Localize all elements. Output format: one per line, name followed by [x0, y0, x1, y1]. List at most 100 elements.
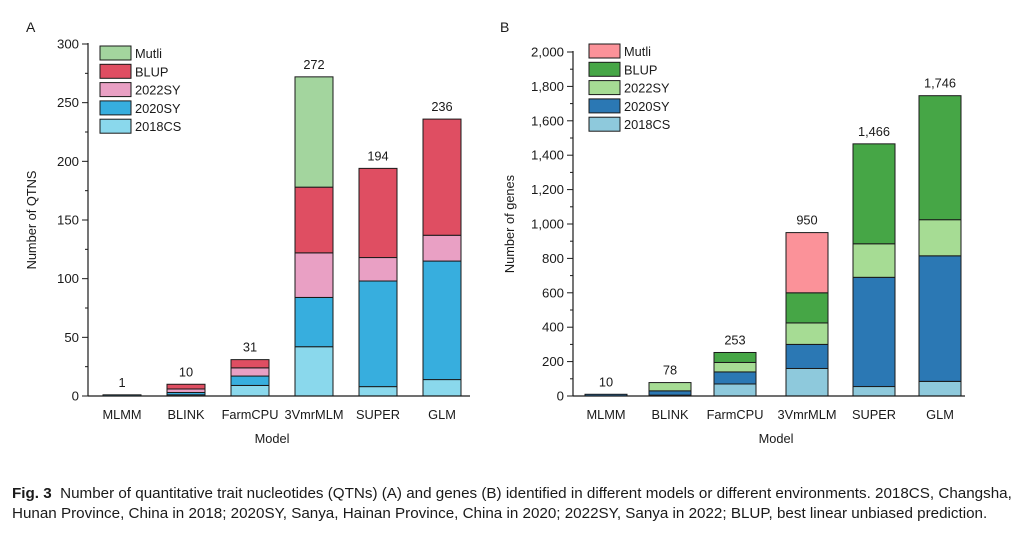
- chart-a-legend-label-2018cs: 2018CS: [135, 119, 181, 134]
- chart-b-bar-3vmrmlm-2018cs: [785, 367, 829, 397]
- chart-b-legend-swatch-blup: [588, 61, 621, 77]
- chart-b-legend-swatch-2020sy: [588, 98, 621, 114]
- chart-b-bar-3vmrmlm-2022sy: [785, 322, 829, 345]
- chart-a-ytick-label: 0: [72, 389, 79, 404]
- chart-a-legend-swatch-2020sy: [99, 100, 132, 116]
- chart-b-bar-super-2018cs: [852, 386, 896, 397]
- chart-a-xtick-label-blink: BLINK: [168, 407, 205, 422]
- chart-a-total-label-blink: 10: [179, 364, 193, 379]
- chart-b-total-label-farmcpu: 253: [724, 332, 745, 347]
- chart-a-bar-super-2020sy: [358, 280, 398, 388]
- figure-charts: A 1 MLMM 10 BLINK 31 FarmCPU 272 3VmrMLM 194 SUPER…: [24, 19, 965, 446]
- chart-a-xtick-label-3vmrmlm: 3VmrMLM: [284, 407, 343, 422]
- chart-a-xtick-label-farmcpu: FarmCPU: [222, 407, 279, 422]
- chart-b-ytick-label: 1,200: [531, 182, 564, 197]
- chart-b-total-label-blink: 78: [663, 363, 677, 378]
- chart-b-xtick-label-glm: GLM: [926, 407, 954, 422]
- chart-b-legend-label-2022sy: 2022SY: [624, 81, 670, 96]
- chart-b-bar-glm-blup: [918, 95, 962, 221]
- chart-b-ytick-label: 1,400: [531, 148, 564, 163]
- chart-b-xtick-label-super: SUPER: [852, 407, 896, 422]
- chart-b-bar-glm-2020sy: [918, 255, 962, 382]
- chart-a-bar-3vmrmlm-mutli: [294, 76, 334, 188]
- chart-b-legend-label-2018cs: 2018CS: [624, 117, 670, 132]
- chart-b-legend-label-blup: BLUP: [624, 62, 657, 77]
- chart-a-bar-3vmrmlm-2022sy: [294, 252, 334, 298]
- chart-a-legend-swatch-2018cs: [99, 118, 132, 134]
- chart-b-xtick-label-blink: BLINK: [652, 407, 689, 422]
- chart-b-legend-swatch-2022sy: [588, 80, 621, 96]
- chart-b-bar-farmcpu-blup: [713, 351, 757, 363]
- chart-b-ytick-label: 2,000: [531, 45, 564, 60]
- chart-a-bar-3vmrmlm-2018cs: [294, 346, 334, 397]
- chart-b-bar-blink-2020sy: [648, 390, 692, 396]
- chart-a-ytick-label: 250: [57, 95, 79, 110]
- chart-a-total-label-glm: 236: [431, 99, 452, 114]
- chart-a-ytick-label: 50: [64, 330, 79, 345]
- chart-b-bar-super-2020sy: [852, 276, 896, 388]
- chart-a-bar-blink-blup: [166, 383, 206, 390]
- chart-b-legend-swatch-2018cs: [588, 116, 621, 132]
- chart-a-bar-glm-2022sy: [422, 234, 462, 262]
- chart-a-bar-glm-2018cs: [422, 379, 462, 397]
- chart-a-bar-super-2018cs: [358, 386, 398, 397]
- chart-b-ytick-label: 0: [557, 389, 564, 404]
- chart-a-legend-label-2022sy: 2022SY: [135, 83, 181, 98]
- chart-b-legend-label-2020sy: 2020SY: [624, 99, 670, 114]
- chart-b-bar-blink-2022sy: [648, 382, 692, 392]
- chart-b-y-axis-title: Number of genes: [502, 175, 517, 273]
- chart-b-bar-3vmrmlm-blup: [785, 292, 829, 324]
- chart-b-total-label-super: 1,466: [858, 124, 890, 139]
- chart-b-bar-3vmrmlm-2020sy: [785, 343, 829, 369]
- chart-a-total-label-farmcpu: 31: [243, 340, 257, 355]
- chart-a-total-label-3vmrmlm: 272: [303, 57, 324, 72]
- chart-a-bar-blink-2022sy: [166, 388, 206, 393]
- chart-a-bar-3vmrmlm-2020sy: [294, 296, 334, 348]
- chart-a-ytick-label: 300: [57, 37, 79, 52]
- chart-b-ytick-label: 200: [542, 354, 564, 369]
- chart-b-ytick-label: 600: [542, 285, 564, 300]
- chart-b-bar-3vmrmlm-mutli: [785, 232, 829, 294]
- chart-b-bar-glm-2022sy: [918, 219, 962, 257]
- chart-a-bar-3vmrmlm-blup: [294, 186, 334, 254]
- chart-a-bar-super-blup: [358, 167, 398, 259]
- chart-a-ytick-label: 200: [57, 154, 79, 169]
- chart-b-xtick-label-mlmm: MLMM: [586, 407, 625, 422]
- chart-b-ytick-label: 400: [542, 320, 564, 335]
- chart-b-ytick-label: 1,600: [531, 113, 564, 128]
- chart-a-legend-swatch-mutli: [99, 45, 132, 61]
- chart-b-bar-farmcpu-2018cs: [713, 383, 757, 397]
- chart-b-ytick-label: 1,000: [531, 217, 564, 232]
- chart-a-legend-label-mutli: Mutli: [135, 46, 162, 61]
- chart-b-ytick-label: 800: [542, 251, 564, 266]
- chart-b-bar-farmcpu-2022sy: [713, 361, 757, 373]
- chart-b-total-label-glm: 1,746: [924, 76, 956, 91]
- chart-a-legend-swatch-blup: [99, 63, 132, 79]
- chart-a-bar-farmcpu-blup: [230, 359, 270, 369]
- chart-b-legend-swatch-mutli: [588, 43, 621, 59]
- chart-a-legend-swatch-2022sy: [99, 82, 132, 98]
- chart-a-xtick-label-mlmm: MLMM: [102, 407, 141, 422]
- chart-a-total-label-mlmm: 1: [118, 375, 125, 390]
- chart-a-bar-glm-2020sy: [422, 260, 462, 381]
- chart-a-ytick-label: 100: [57, 271, 79, 286]
- chart-a-legend-label-blup: BLUP: [135, 64, 168, 79]
- chart-a-bar-farmcpu-2020sy: [230, 375, 270, 386]
- caption-text: Number of quantitative trait nucleotides…: [12, 485, 1012, 522]
- chart-b-panel-label: B: [500, 19, 509, 35]
- chart-a-bar-glm-blup: [422, 118, 462, 236]
- chart-a-x-axis-title: Model: [255, 431, 290, 446]
- chart-b-xtick-label-3vmrmlm: 3VmrMLM: [777, 407, 836, 422]
- chart-a-ytick-label: 150: [57, 213, 79, 228]
- chart-b-bar-farmcpu-2020sy: [713, 371, 757, 385]
- chart-a-panel-label: A: [26, 19, 36, 35]
- chart-a-xtick-label-super: SUPER: [356, 407, 400, 422]
- chart-b-xtick-label-farmcpu: FarmCPU: [707, 407, 764, 422]
- chart-b-x-axis-title: Model: [759, 431, 794, 446]
- chart-b-bar-super-blup: [852, 143, 896, 245]
- chart-b-bar-super-2022sy: [852, 243, 896, 278]
- figure-caption: Fig. 3 Number of quantitative trait nucl…: [12, 484, 1017, 524]
- chart-a-y-axis-title: Number of QTNS: [24, 171, 39, 270]
- chart-b-ytick-label: 1,800: [531, 79, 564, 94]
- chart-a-bar-super-2022sy: [358, 257, 398, 282]
